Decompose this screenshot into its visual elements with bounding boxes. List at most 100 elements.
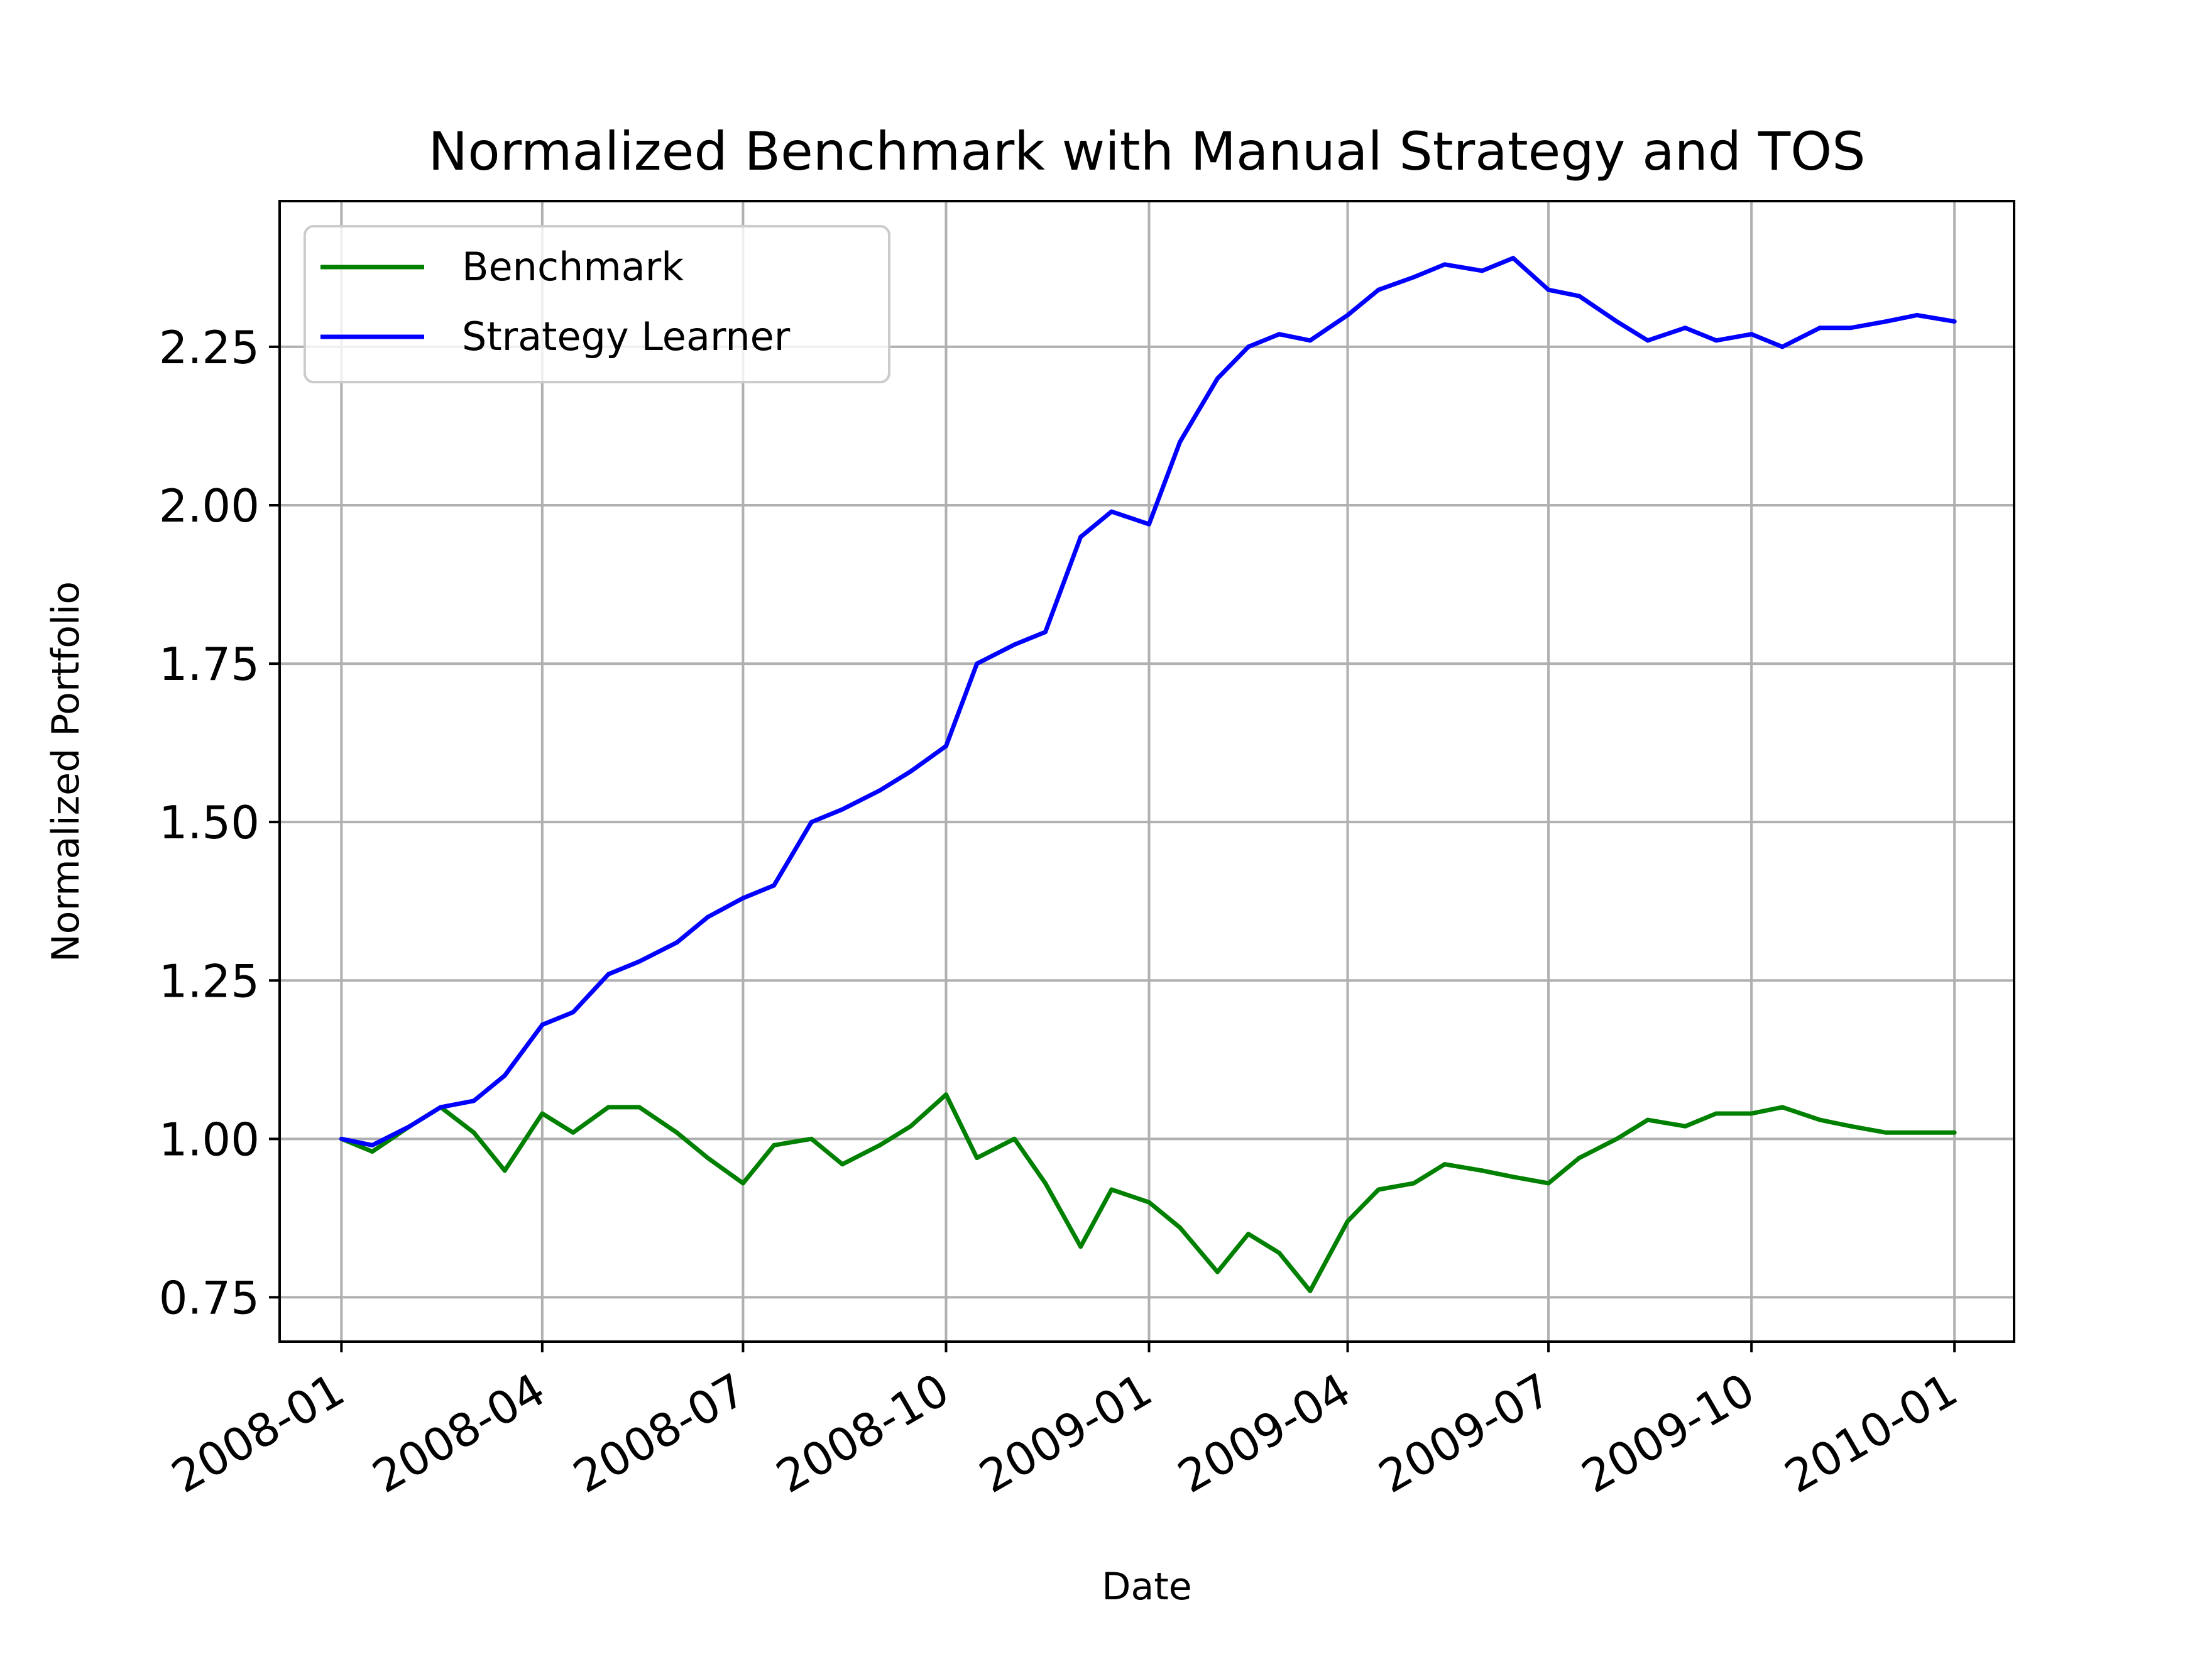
data-point-strategy-learner [1376,287,1381,292]
data-point-benchmark [840,1162,845,1167]
data-point-benchmark [1645,1117,1650,1122]
data-point-strategy-learner [1914,313,1919,317]
data-point-benchmark [1442,1162,1447,1167]
data-point-benchmark [370,1149,375,1154]
data-point-benchmark [1883,1130,1888,1135]
data-point-strategy-learner [540,1022,545,1027]
data-point-strategy-learner [502,1073,507,1078]
data-point-benchmark [1012,1136,1017,1141]
data-point-benchmark [772,1142,777,1147]
x-tick-label: 2008-04 [364,1363,554,1503]
data-point-benchmark [1043,1181,1048,1186]
chart-title: Normalized Benchmark with Manual Strateg… [428,121,1865,182]
data-point-benchmark [637,1105,642,1110]
data-point-benchmark [571,1130,576,1135]
data-point-benchmark [1411,1181,1416,1186]
data-point-strategy-learner [1147,522,1152,527]
data-point-benchmark [1147,1200,1152,1205]
data-point-benchmark [1345,1218,1350,1224]
y-axis-title: Normalized Portfolio [44,581,88,962]
data-point-strategy-learner [1883,319,1888,324]
data-point-strategy-learner [705,914,710,919]
data-point-benchmark [943,1092,948,1097]
data-point-strategy-learner [1246,344,1251,349]
data-point-benchmark [1277,1251,1282,1256]
data-point-strategy-learner [1577,293,1582,298]
data-point-benchmark [1780,1105,1785,1110]
legend: Benchmark Strategy Learner [304,225,890,383]
data-point-benchmark [1376,1187,1381,1192]
data-point-strategy-learner [1109,509,1114,514]
data-point-strategy-learner [571,1010,576,1015]
data-point-strategy-learner [1043,630,1048,635]
data-point-strategy-learner [606,972,611,977]
data-point-benchmark [1480,1168,1485,1173]
x-tick-label: 2009-04 [1169,1363,1360,1503]
data-point-strategy-learner [1480,268,1485,273]
data-point-benchmark [674,1130,679,1135]
data-point-benchmark [1577,1156,1582,1161]
data-point-strategy-learner [1645,338,1650,343]
data-point-benchmark [1817,1117,1822,1122]
data-point-benchmark [1952,1130,1957,1135]
legend-label-strategy-learner: Strategy Learner [462,314,791,359]
data-point-benchmark [908,1124,913,1129]
data-point-strategy-learner [637,959,642,964]
data-point-strategy-learner [1683,326,1688,331]
data-point-strategy-learner [438,1105,443,1110]
data-point-benchmark [540,1111,545,1116]
data-point-benchmark [606,1105,611,1110]
x-tick-label: 2008-07 [564,1363,755,1503]
y-tick-label: 2.25 [159,321,260,374]
y-tick-label: 0.75 [159,1271,260,1324]
data-point-strategy-learner [370,1142,375,1147]
data-point-strategy-learner [975,661,980,666]
data-point-strategy-learner [1078,534,1083,539]
data-point-strategy-learner [1012,642,1017,647]
x-tick-label: 2009-01 [970,1363,1161,1503]
data-point-strategy-learner [840,807,845,812]
x-tick-label: 2010-01 [1776,1363,1966,1503]
data-point-strategy-learner [1178,439,1183,444]
data-point-strategy-learner [1749,332,1754,337]
data-point-benchmark [975,1156,980,1161]
x-tick-label: 2008-01 [163,1363,353,1503]
data-point-benchmark [1215,1269,1220,1274]
data-point-strategy-learner [1817,326,1822,331]
data-point-strategy-learner [407,1124,412,1129]
y-tick-label: 2.00 [159,479,260,532]
y-tick-label: 1.25 [159,955,260,1007]
data-point-strategy-learner [339,1136,344,1141]
legend-box [304,225,890,383]
data-point-benchmark [1614,1136,1619,1141]
grid [280,201,2014,1342]
data-point-strategy-learner [1511,256,1516,261]
data-point-strategy-learner [877,788,882,793]
data-point-strategy-learner [674,940,679,945]
data-point-benchmark [877,1142,882,1147]
data-point-benchmark [740,1181,745,1186]
data-point-strategy-learner [1215,376,1220,381]
data-point-strategy-learner [1714,338,1719,343]
data-point-benchmark [1178,1225,1183,1230]
data-point-benchmark [1848,1124,1853,1129]
data-point-benchmark [1109,1187,1114,1192]
data-point-benchmark [1511,1174,1516,1180]
y-tick-label: 1.50 [159,796,260,849]
data-point-benchmark [1749,1111,1754,1116]
data-point-strategy-learner [1780,344,1785,349]
y-tick-label: 1.75 [159,638,260,691]
data-point-strategy-learner [943,743,948,748]
data-point-strategy-learner [908,769,913,774]
data-point-strategy-learner [1277,332,1282,337]
data-point-strategy-learner [1546,287,1551,292]
data-point-strategy-learner [1952,319,1957,324]
legend-label-benchmark: Benchmark [462,244,684,290]
data-point-benchmark [809,1136,814,1141]
data-point-strategy-learner [1345,313,1350,317]
data-point-benchmark [1914,1130,1919,1135]
data-point-strategy-learner [471,1098,476,1103]
y-tick-label: 1.00 [159,1113,260,1166]
